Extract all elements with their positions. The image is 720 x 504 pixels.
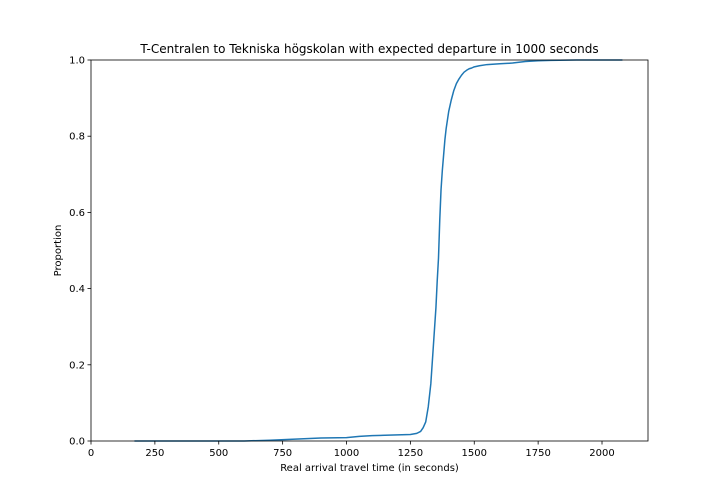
- y-tick-label: 1.0: [69, 56, 85, 67]
- plot-area: [90, 59, 649, 442]
- x-axis-ticks: 0 250 500 750 1000 1250 1500 1750 2000: [88, 441, 615, 459]
- y-tick-label: 0.8: [69, 132, 85, 143]
- y-tick-label: 0.6: [69, 208, 85, 219]
- x-tick-label: 1000: [334, 448, 359, 459]
- x-tick-label: 0: [88, 448, 94, 459]
- y-axis-ticks: 0.0 0.2 0.4 0.6 0.8 1.0: [69, 56, 91, 448]
- y-axis-label: Proportion: [53, 225, 64, 277]
- x-tick-label: 750: [273, 448, 292, 459]
- x-tick-label: 500: [209, 448, 228, 459]
- chart-title: T-Centralen to Tekniska högskolan with e…: [139, 42, 598, 56]
- x-tick-label: 2000: [589, 448, 614, 459]
- plot-frame: [90, 59, 649, 442]
- y-tick-label: 0.4: [69, 284, 85, 295]
- cdf-line-0: [134, 59, 623, 442]
- x-tick-label: 1250: [398, 448, 423, 459]
- x-axis-label: Real arrival travel time (in seconds): [280, 463, 459, 474]
- y-tick-label: 0.2: [69, 360, 85, 371]
- x-tick-label: 1750: [525, 448, 550, 459]
- x-tick-label: 250: [145, 448, 164, 459]
- y-tick-label: 0.0: [69, 437, 85, 448]
- x-tick-label: 1500: [462, 448, 487, 459]
